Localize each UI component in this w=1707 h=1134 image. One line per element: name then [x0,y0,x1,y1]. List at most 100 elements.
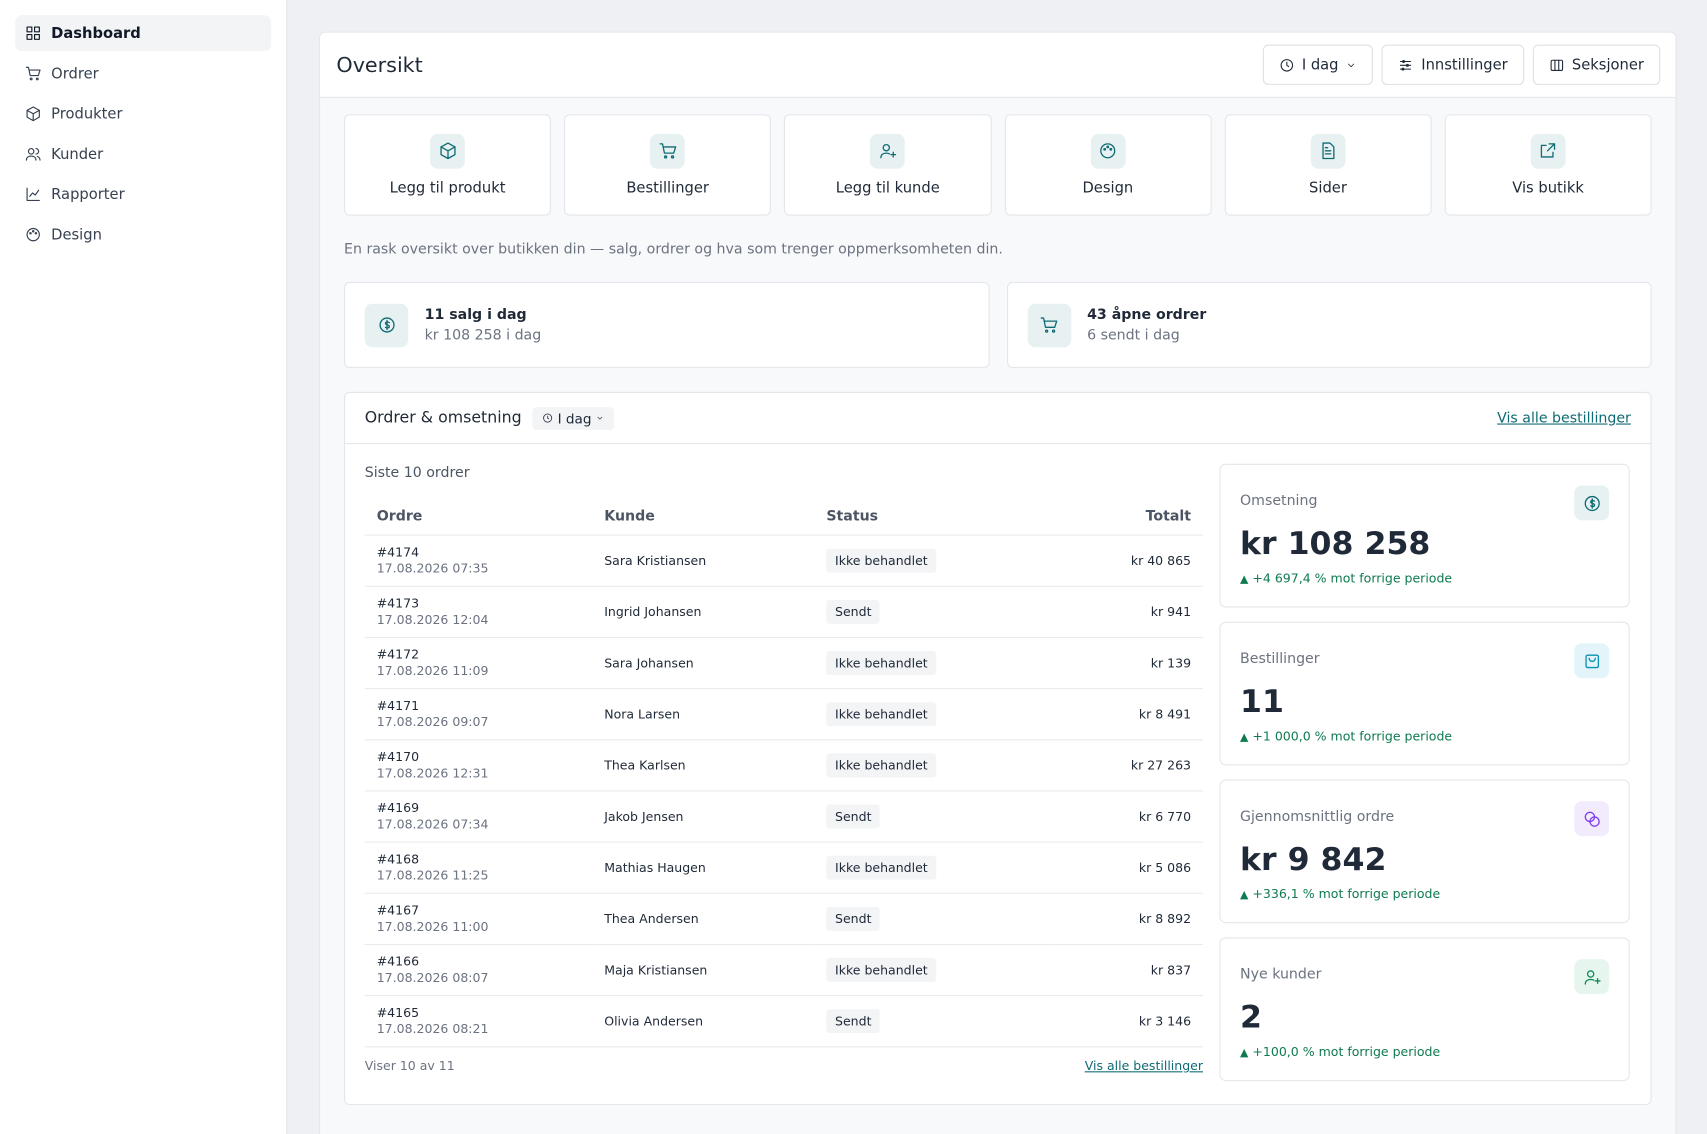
order-date: 17.08.2026 08:21 [376,1021,489,1037]
total: kr 139 [1053,637,1204,690]
total: kr 837 [1053,944,1204,997]
order-row[interactable]: #4168 17.08.2026 11:25 Mathias Haugen Ikke … [364,842,1204,894]
order-row[interactable]: #4170 17.08.2026 12:31 Thea Karlsen Ikke be… [364,739,1204,792]
order-id: #4167 [376,902,420,918]
footer-link[interactable]: Vis alle bestillinger [1084,1058,1204,1074]
column-header: Kunde [592,498,815,536]
status: Sendt [826,599,881,624]
status: Sendt [826,1008,881,1033]
orders-table: Ordre Kunde Status Totalt #4174 17.08.2026 07… [364,498,1204,1048]
nav-item[interactable]: Produkter [15,96,271,132]
description: En rask oversikt over butikken din — sal… [344,241,1003,259]
column-header: Status [814,498,1054,536]
quick-action-label: Bestillinger [626,179,709,197]
quick-action[interactable]: Sider [1224,114,1432,216]
total: kr 27 263 [1053,739,1204,792]
status: Sendt [826,804,881,828]
stat-label: Gjennomsnittlig ordre [1240,808,1395,826]
order-row[interactable]: #4165 17.08.2026 08:21 Olivia Andersen Send… [364,995,1204,1048]
quick-actions: Legg til produkt Bestillinger Legg til kun… [320,98,1675,216]
order-date: 17.08.2026 09:07 [376,714,489,730]
summary-subtitle: kr 108 258 i dag [424,327,542,344]
stats: Omsetning kr 108 258 ▲ +4 697,4 % mot forr… [1219,463,1630,1095]
summary-subtitle: 6 sendt i dag [1087,327,1180,344]
order-row[interactable]: #4172 17.08.2026 11:09 Sara Johansen Ikke b… [364,637,1204,690]
order-row[interactable]: #4174 17.08.2026 07:35 Sara Kristiansen Ikk… [364,535,1204,587]
order-date: 17.08.2026 07:34 [376,816,489,832]
orders-table-wrap: Siste 10 ordrer Ordre Kunde Status Totalt #4… [364,465,1204,1074]
quick-action[interactable]: Vis butikk [1444,114,1652,216]
icon [1310,133,1346,169]
status: Ikke behandlet [826,752,937,777]
order-row[interactable]: #4173 17.08.2026 12:04 Ingrid Johansen Send… [364,586,1204,638]
order-row[interactable]: #4166 17.08.2026 08:07 Maja Kristiansen Ikk… [364,944,1204,997]
quick-action[interactable]: Legg til produkt [344,114,552,216]
orders-header: Ordrer & omsetning I dag Vis alle bestil… [345,393,1651,445]
nav-label: Rapporter [51,185,125,204]
nav-label: Ordrer [51,64,99,83]
icon [1090,133,1126,169]
quick-action[interactable]: Design [1004,114,1212,216]
order-date: 17.08.2026 11:00 [376,918,489,935]
stat-card: Omsetning kr 108 258 ▲ +4 697,4 % mot forr… [1219,463,1630,608]
icon [1574,643,1610,679]
stat-value: kr 9 842 [1240,840,1387,878]
column-header: Ordre [364,498,593,536]
customer: Ingrid Johansen [592,586,815,638]
customer: Nora Larsen [592,688,815,741]
order-id: #4174 [376,544,420,560]
nav-item[interactable]: Ordrer [15,56,271,92]
quick-action-label: Sider [1309,179,1347,197]
order-id: #4165 [376,1004,420,1021]
header-button[interactable]: I dag [1262,44,1374,85]
quick-action[interactable]: Bestillinger [564,114,772,216]
summary: 11 salg i dag kr 108 258 i dag 43 åpne ord… [320,258,1675,368]
customer: Maja Kristiansen [592,944,815,997]
customer: Thea Andersen [592,893,815,945]
orders-section: Ordrer & omsetning I dag Vis alle bestil… [344,391,1652,1106]
button-label: Seksjoner [1571,56,1644,74]
status: Ikke behandlet [826,650,937,675]
icon [1574,485,1610,521]
nav-label: Design [51,225,102,244]
status: Ikke behandlet [826,548,937,573]
period: I dag [557,409,592,427]
customer: Olivia Andersen [592,995,815,1048]
nav-item[interactable]: Kunder [15,136,271,172]
order-date: 17.08.2026 11:25 [376,867,489,883]
summary-title: 11 salg i dag [424,306,527,323]
status: Ikke behandlet [826,701,937,726]
icon [1027,303,1071,347]
column-header: Totalt [1053,498,1204,536]
order-date: 17.08.2026 07:35 [376,560,489,576]
stat-value: kr 108 258 [1240,524,1431,562]
icon [650,133,686,169]
order-date: 17.08.2026 12:04 [376,611,489,628]
order-row[interactable]: #4169 17.08.2026 07:34 Jakob Jensen Sendt kr… [364,790,1204,843]
quick-action-label: Legg til kunde [835,179,940,197]
nav-item[interactable]: Dashboard [15,15,272,52]
view-all-link[interactable]: Vis alle bestillinger [1497,409,1631,427]
header-button[interactable]: Innstillinger [1382,44,1525,85]
stat-change: +4 697,4 % mot forrige periode [1252,570,1453,586]
total: kr 3 146 [1053,995,1204,1048]
total: kr 8 491 [1053,688,1204,741]
nav-item[interactable]: Design [15,217,271,253]
nav-label: Produkter [51,105,123,123]
order-row[interactable]: #4171 17.08.2026 09:07 Nora Larsen Ikke beh… [364,688,1204,741]
stat-card: Bestillinger 11 ▲ +1 000,0 % mot forrige p… [1219,621,1630,766]
header-button[interactable]: Seksjoner [1532,44,1661,85]
customer: Thea Karlsen [592,739,815,792]
stat-card: Nye kunder 2 ▲ +100,0 % mot forrige period… [1219,937,1630,1082]
customer: Sara Johansen [592,637,815,690]
order-id: #4166 [376,953,420,969]
nav-item[interactable]: Rapporter [15,176,271,212]
period-select[interactable]: I dag [532,406,615,430]
button-label: Innstillinger [1421,56,1508,74]
stat-change: +100,0 % mot forrige periode [1252,1044,1441,1060]
icon [870,133,906,169]
quick-action[interactable]: Legg til kunde [784,114,992,216]
order-row[interactable]: #4167 17.08.2026 11:00 Thea Andersen Sendt k… [364,893,1204,945]
